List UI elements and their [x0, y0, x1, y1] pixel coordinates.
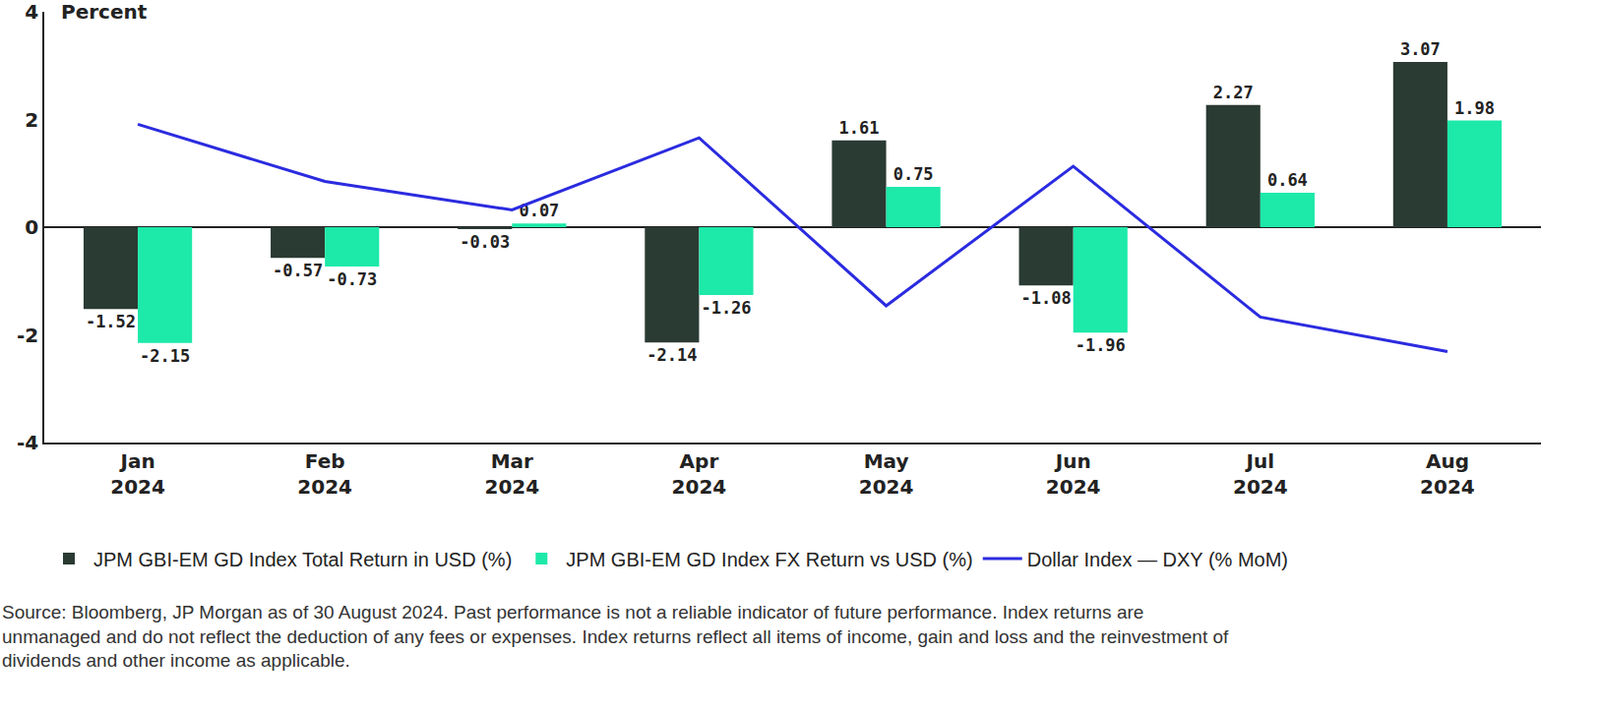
- svg-text:0.64: 0.64: [1267, 170, 1308, 190]
- svg-text:Apr2024: Apr2024: [672, 449, 728, 499]
- svg-text:4: 4: [24, 0, 39, 24]
- svg-text:-1.26: -1.26: [700, 298, 751, 318]
- svg-text:-1.52: -1.52: [85, 311, 136, 332]
- svg-text:-2.14: -2.14: [646, 345, 697, 366]
- svg-text:Source: Bloomberg, JP Morgan a: Source: Bloomberg, JP Morgan as of 30 Au…: [1, 602, 1230, 672]
- svg-text:Dollar Index — DXY (% MoM): Dollar Index — DXY (% MoM): [1027, 549, 1289, 571]
- svg-text:3.07: 3.07: [1400, 39, 1441, 60]
- svg-text:1.98: 1.98: [1454, 98, 1495, 119]
- svg-text:Jul2024: Jul2024: [1232, 449, 1289, 499]
- svg-text:-2: -2: [16, 323, 39, 348]
- svg-text:JPM GBI-EM GD Index FX Return: JPM GBI-EM GD Index FX Return vs USD (%): [565, 549, 973, 571]
- svg-text:Jun2024: Jun2024: [1046, 449, 1102, 499]
- svg-text:1.61: 1.61: [839, 118, 880, 138]
- svg-text:Aug2024: Aug2024: [1419, 449, 1476, 499]
- svg-text:-0.73: -0.73: [326, 269, 377, 290]
- svg-text:0.07: 0.07: [518, 200, 559, 221]
- svg-text:-2.15: -2.15: [139, 346, 190, 367]
- svg-text:JPM GBI-EM GD Index Total Retu: JPM GBI-EM GD Index Total Return in USD …: [93, 549, 512, 571]
- svg-text:Jan2024: Jan2024: [110, 449, 166, 499]
- svg-text:-1.08: -1.08: [1021, 288, 1072, 308]
- svg-text:0.75: 0.75: [893, 164, 934, 185]
- svg-text:Percent: Percent: [61, 0, 148, 24]
- svg-text:-1.96: -1.96: [1075, 335, 1126, 356]
- svg-text:2: 2: [24, 108, 39, 132]
- svg-text:Mar2024: Mar2024: [484, 449, 540, 499]
- svg-text:-0.57: -0.57: [272, 260, 323, 281]
- svg-text:-4: -4: [16, 430, 39, 455]
- svg-text:-0.03: -0.03: [459, 232, 510, 252]
- svg-text:Feb2024: Feb2024: [297, 449, 353, 499]
- svg-text:2.27: 2.27: [1213, 82, 1254, 103]
- svg-text:0: 0: [24, 215, 39, 240]
- svg-text:May2024: May2024: [859, 449, 915, 499]
